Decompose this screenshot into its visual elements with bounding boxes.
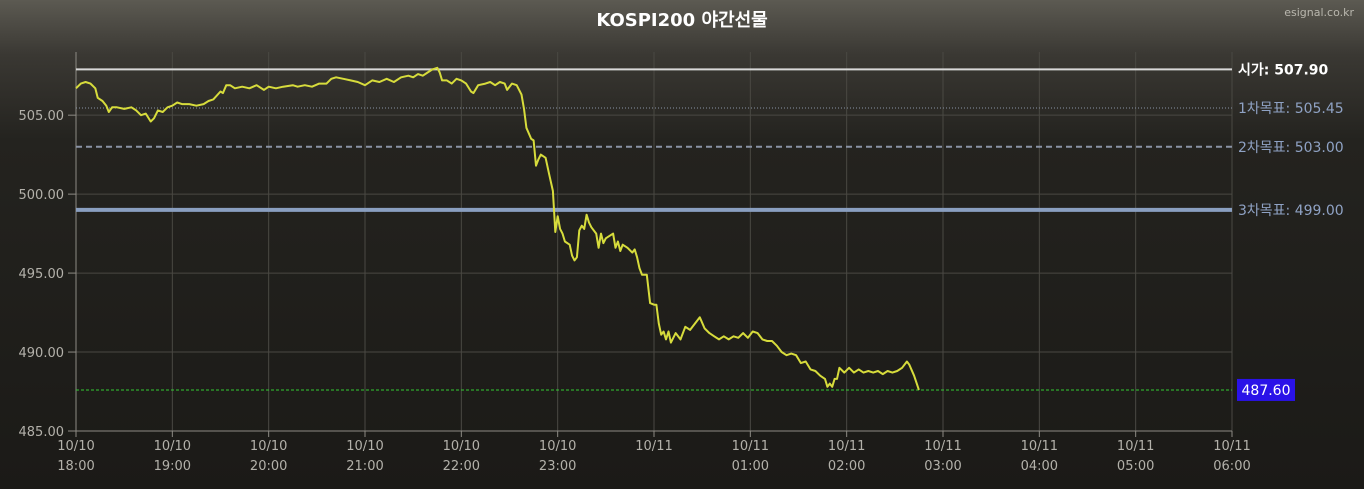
x-tick-time: 20:00 bbox=[250, 459, 287, 474]
x-tick-date: 10/11 bbox=[1117, 439, 1154, 454]
x-tick-date: 10/10 bbox=[443, 439, 480, 454]
current-price-badge bbox=[1237, 378, 1295, 401]
source-credit: esignal.co.kr bbox=[1284, 6, 1354, 19]
x-tick-date: 10/11 bbox=[635, 439, 672, 454]
y-tick-label: 505.00 bbox=[19, 109, 65, 124]
x-tick-date: 10/10 bbox=[57, 439, 94, 454]
x-tick-time: 05:00 bbox=[1117, 459, 1154, 474]
reference-line-label: 1차목표: 505.45 bbox=[1238, 101, 1344, 117]
x-tick-time: 02:00 bbox=[828, 459, 865, 474]
x-tick-time: 19:00 bbox=[154, 459, 191, 474]
y-tick-label: 495.00 bbox=[19, 267, 65, 282]
reference-line-label: 시가: 507.90 bbox=[1238, 62, 1329, 78]
x-tick-date: 10/11 bbox=[1213, 439, 1250, 454]
price-line bbox=[75, 66, 920, 391]
x-tick-date: 10/11 bbox=[924, 439, 961, 454]
y-tick-label: 500.00 bbox=[19, 188, 65, 203]
y-tick-label: 490.00 bbox=[19, 346, 65, 361]
reference-lines bbox=[76, 68, 1232, 391]
x-tick-date: 10/10 bbox=[250, 439, 287, 454]
x-tick-time: 18:00 bbox=[57, 459, 94, 474]
x-tick-date: 10/11 bbox=[828, 439, 865, 454]
current-price-label: 487.60 bbox=[1242, 383, 1291, 399]
x-tick-time: 21:00 bbox=[346, 459, 383, 474]
reference-line-label: 3차목표: 499.00 bbox=[1238, 203, 1344, 219]
x-tick-time: 23:00 bbox=[539, 459, 576, 474]
chart-title: KOSPI200 야간선물 bbox=[596, 10, 768, 31]
x-tick-date: 10/11 bbox=[732, 439, 769, 454]
x-tick-date: 10/10 bbox=[346, 439, 383, 454]
grid bbox=[75, 52, 1233, 432]
price-series bbox=[75, 66, 920, 391]
axis-labels: 505.00500.00495.00490.00485.0010/1018:00… bbox=[19, 62, 1344, 474]
x-tick-time: 03:00 bbox=[924, 459, 961, 474]
x-tick-date: 10/10 bbox=[154, 439, 191, 454]
reference-line-label: 2차목표: 503.00 bbox=[1238, 140, 1344, 156]
x-tick-time: 01:00 bbox=[732, 459, 769, 474]
x-tick-time: 22:00 bbox=[443, 459, 480, 474]
x-tick-time: 06:00 bbox=[1213, 459, 1250, 474]
x-tick-date: 10/11 bbox=[1021, 439, 1058, 454]
x-tick-time: 04:00 bbox=[1021, 459, 1058, 474]
x-tick-date: 10/10 bbox=[539, 439, 576, 454]
axes bbox=[68, 52, 1233, 437]
y-tick-label: 485.00 bbox=[19, 425, 65, 440]
